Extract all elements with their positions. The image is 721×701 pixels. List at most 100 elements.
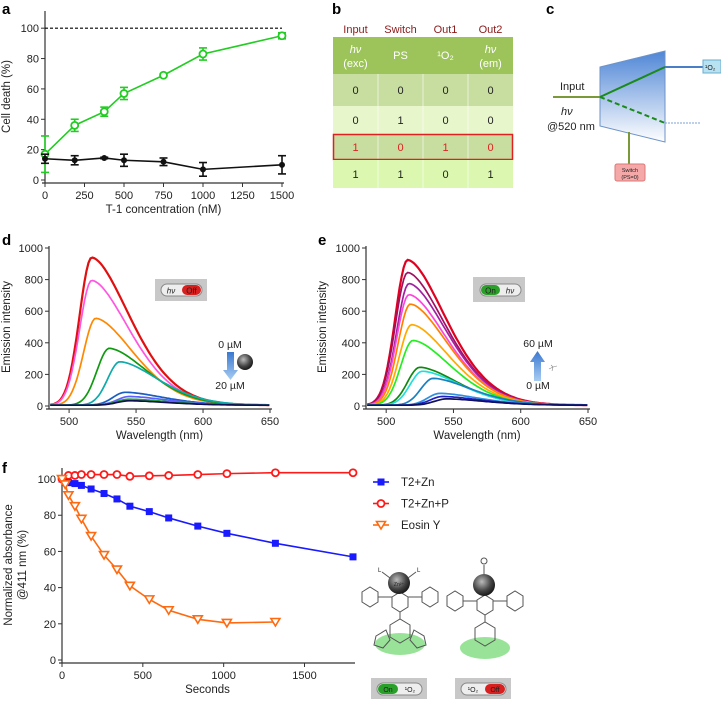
table-cell: 0: [397, 85, 403, 97]
data-point: [220, 618, 233, 629]
up-arrow-icon: [530, 351, 545, 381]
table-row: 0 1 0 0: [333, 106, 513, 134]
x-tick-label: 650: [261, 416, 279, 428]
data-point: [71, 157, 78, 164]
column-group-header: Input: [343, 24, 367, 36]
data-point: [279, 161, 285, 168]
panel-label-e: e: [318, 232, 326, 249]
y-tick-label: 1000: [19, 243, 43, 255]
x-tick-label: 500: [60, 416, 78, 428]
switch-right-label: Off: [490, 687, 499, 694]
wavelength-label: @520 nm: [547, 121, 595, 133]
x-tick-label: 500: [377, 416, 395, 428]
y-tick-label: 60: [27, 84, 39, 96]
switch-badge-f-left: On ¹O₂: [371, 678, 427, 699]
y-axis-label: @411 nm (%): [17, 530, 29, 600]
data-point: [42, 155, 48, 162]
switch-on-knob: [378, 684, 398, 694]
series-line: [61, 478, 276, 624]
data-point: [77, 470, 86, 479]
data-point: [160, 158, 167, 165]
table-cell: 1: [397, 115, 403, 127]
hv-label: hν: [561, 106, 573, 118]
x-tick-label: 1000: [191, 190, 215, 202]
data-point: [125, 471, 135, 481]
data-point: [87, 485, 95, 493]
highlight-box: [332, 133, 514, 161]
table-cell: 0: [442, 115, 448, 127]
data-point: [119, 89, 129, 98]
switch-left-label: On: [485, 287, 496, 296]
table-cell: 0: [352, 85, 358, 97]
arrow-top-label: 60 µM: [523, 338, 552, 350]
data-point: [376, 499, 386, 508]
switch-right-label: Off: [186, 287, 197, 296]
data-point: [99, 470, 109, 479]
table-cell: 0: [442, 85, 448, 97]
molecule-zn-phosphate-complex-right: [446, 557, 524, 659]
data-point: [98, 550, 110, 561]
data-point: [101, 154, 108, 161]
pyridine-left: [446, 590, 464, 612]
table-cell: 1: [397, 169, 403, 181]
data-point: [375, 520, 387, 531]
spectrum-line: [367, 398, 588, 407]
x-tick-label: 500: [115, 190, 133, 202]
y-tick-label: 60: [44, 546, 56, 558]
data-point: [164, 471, 174, 480]
y-tick-label: 40: [27, 114, 39, 126]
data-point: [222, 469, 232, 479]
chart-a-cell-death: 0 250 500 750 1000 1250 1500 0 20 40 60 80 100 T-1 co…: [1, 11, 294, 216]
data-point: [271, 539, 279, 547]
y-tick-label: 200: [342, 369, 360, 381]
zinc-ion-icon: [473, 574, 495, 596]
panel-label-d: d: [2, 232, 11, 249]
data-point: [75, 514, 88, 525]
data-point: [191, 614, 204, 625]
table-cell: 0: [487, 85, 493, 97]
data-point: [165, 514, 173, 522]
ligand-label-left: L: [378, 568, 382, 574]
y-tick-label: 400: [342, 338, 360, 350]
y-tick-label: 20: [44, 619, 56, 631]
concentration-arrow-d: 0 µM 20 µM: [215, 339, 253, 392]
panel-label-a: a: [2, 1, 11, 18]
data-point: [112, 470, 122, 479]
column-header-sub: (em): [479, 58, 502, 70]
x-tick-label: 650: [579, 416, 597, 428]
switch-box-sublabel: (PS=0): [621, 175, 638, 181]
data-point: [70, 120, 80, 130]
switch-on-knob: [481, 285, 500, 295]
y-tick-label: 400: [25, 338, 43, 350]
column-group-header: Switch: [384, 24, 416, 36]
y-tick-label: 800: [25, 275, 43, 287]
data-point: [143, 595, 156, 605]
switch-box-label: Switch: [622, 168, 638, 174]
x-tick-label: 250: [75, 190, 93, 202]
data-point: [86, 470, 96, 479]
data-point: [111, 565, 123, 576]
data-point: [159, 70, 168, 80]
switch-left-label: ¹O₂: [468, 687, 479, 694]
series-light: [40, 31, 287, 174]
data-point: [269, 617, 282, 628]
switch-badge-f-right: ¹O₂ Off: [455, 678, 511, 699]
x-tick-label: 600: [512, 416, 530, 428]
column-header: hν: [485, 44, 497, 56]
zinc-ion-icon: [237, 354, 253, 370]
data-point: [123, 581, 136, 592]
data-point: [198, 49, 208, 59]
metal-label: Zn²⁺: [394, 582, 405, 588]
series-eosin-y: [56, 474, 282, 629]
y-tick-label: 40: [44, 583, 56, 595]
table-cell: 1: [487, 169, 493, 181]
switch-left-label: hν: [167, 287, 175, 296]
y-tick-label: 0: [37, 401, 43, 413]
y-tick-label: 20: [27, 145, 39, 157]
pyridine-left: [361, 586, 379, 608]
data-point: [85, 531, 98, 542]
y-tick-label: 0: [33, 175, 39, 187]
y-tick-label: 600: [342, 306, 360, 318]
